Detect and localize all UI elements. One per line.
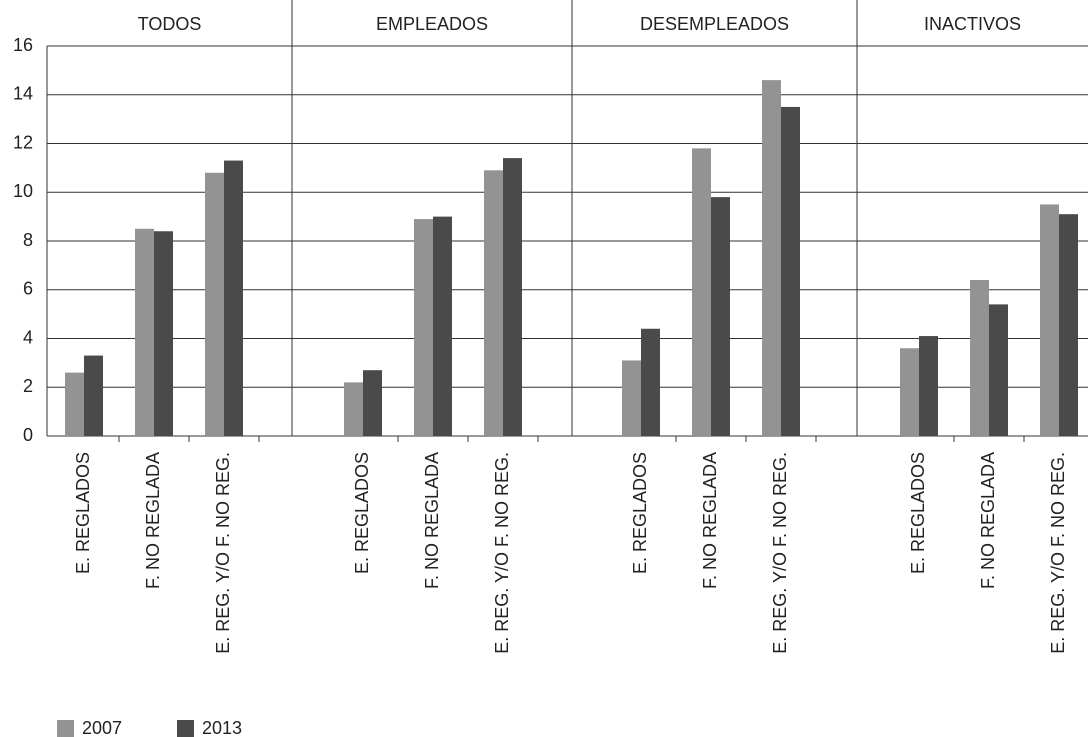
y-tick-label: 10 xyxy=(13,181,33,201)
bar xyxy=(989,304,1008,436)
bar xyxy=(84,355,103,436)
bar xyxy=(970,280,989,436)
y-tick-label: 0 xyxy=(23,425,33,445)
bar xyxy=(484,170,503,436)
bar xyxy=(135,228,154,436)
bar xyxy=(65,372,84,436)
bar xyxy=(1040,204,1059,436)
bar xyxy=(900,348,919,436)
panel-title: TODOS xyxy=(138,14,202,34)
bar xyxy=(781,106,800,436)
x-tick-label: E. REG. Y/O F. NO REG. xyxy=(492,452,512,654)
x-tick-label: E. REGLADOS xyxy=(630,452,650,574)
panel-title: EMPLEADOS xyxy=(376,14,488,34)
bar xyxy=(641,328,660,436)
x-tick-label: E. REGLADOS xyxy=(352,452,372,574)
bar xyxy=(919,336,938,436)
y-tick-label: 12 xyxy=(13,132,33,152)
x-tick-label: F. NO REGLADA xyxy=(700,452,720,589)
bar xyxy=(692,148,711,436)
bar xyxy=(344,382,363,436)
bar xyxy=(1059,214,1078,436)
x-tick-label: E. REGLADOS xyxy=(908,452,928,574)
legend-label: 2013 xyxy=(202,718,242,737)
bar xyxy=(205,172,224,436)
bar xyxy=(503,158,522,436)
panel-title: DESEMPLEADOS xyxy=(640,14,789,34)
bar xyxy=(711,197,730,436)
legend-label: 2007 xyxy=(82,718,122,737)
y-tick-label: 16 xyxy=(13,35,33,55)
y-tick-label: 2 xyxy=(23,376,33,396)
bar xyxy=(414,219,433,436)
bar xyxy=(762,80,781,436)
x-tick-label: F. NO REGLADA xyxy=(143,452,163,589)
y-tick-label: 4 xyxy=(23,327,33,347)
x-tick-label: F. NO REGLADA xyxy=(978,452,998,589)
y-tick-label: 14 xyxy=(13,84,33,104)
bar xyxy=(224,160,243,436)
legend-swatch xyxy=(57,720,74,737)
x-tick-label: E. REG. Y/O F. NO REG. xyxy=(213,452,233,654)
x-tick-label: E. REG. Y/O F. NO REG. xyxy=(1048,452,1068,654)
bar xyxy=(433,216,452,436)
panel-title: INACTIVOS xyxy=(924,14,1021,34)
legend-swatch xyxy=(177,720,194,737)
bar xyxy=(154,231,173,436)
bar xyxy=(622,360,641,436)
y-tick-label: 8 xyxy=(23,230,33,250)
y-tick-label: 6 xyxy=(23,279,33,299)
bar xyxy=(363,370,382,436)
x-tick-label: F. NO REGLADA xyxy=(422,452,442,589)
x-tick-label: E. REGLADOS xyxy=(73,452,93,574)
x-tick-label: E. REG. Y/O F. NO REG. xyxy=(770,452,790,654)
